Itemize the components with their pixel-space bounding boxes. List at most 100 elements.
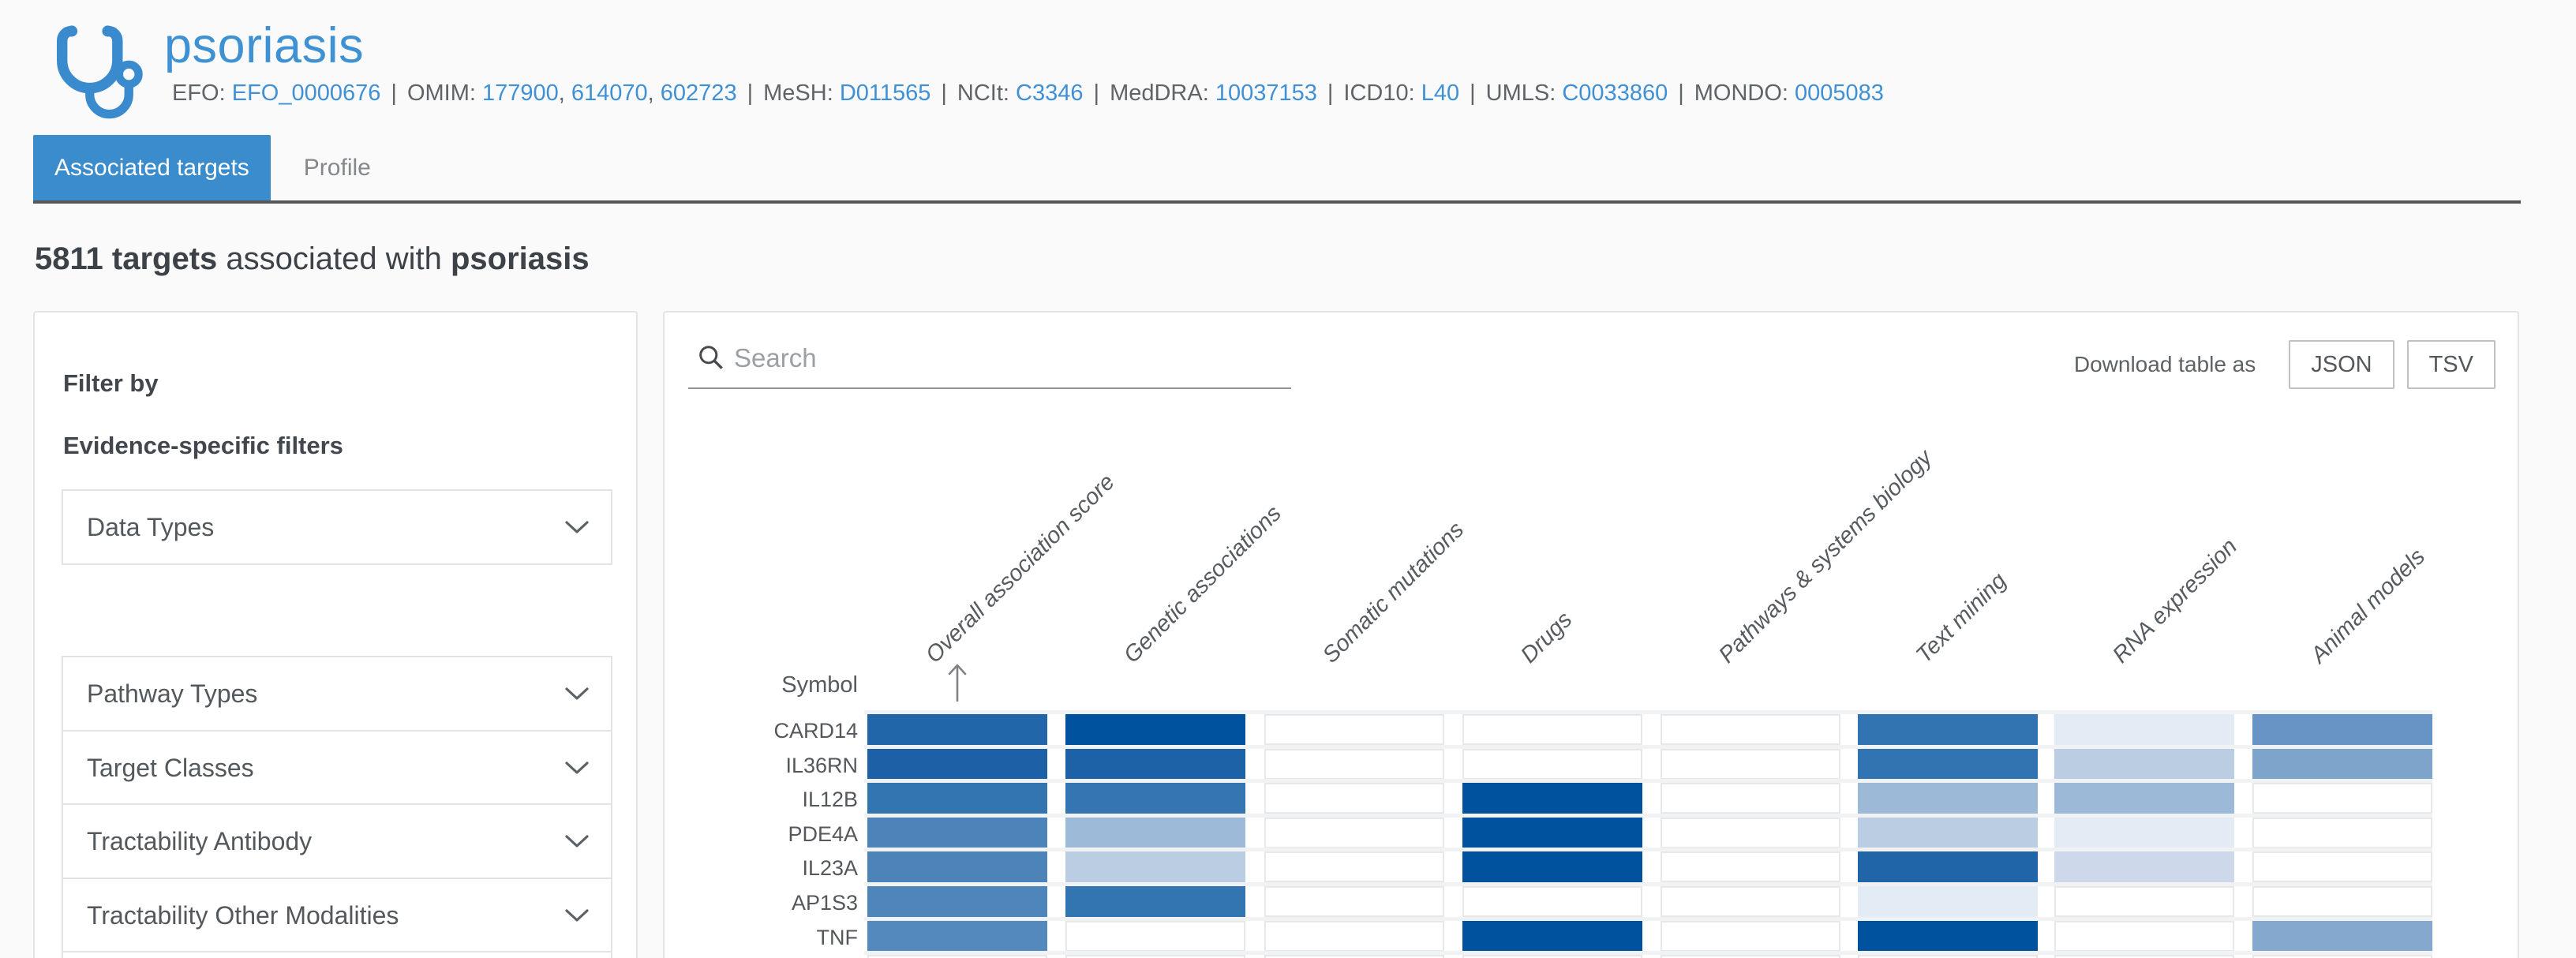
heatmap-cell-pde4a-col7[interactable] — [2054, 817, 2234, 848]
heatmap-cell-il23a-col5[interactable] — [1661, 851, 1840, 883]
heatmap-cell-pde4a-col6[interactable] — [1858, 817, 2038, 848]
reference-link-omim[interactable]: 602723 — [660, 80, 737, 106]
heatmap-cell-tnf-col7[interactable] — [2054, 920, 2234, 952]
filter-accordion-tractability-antibody[interactable]: Tractability Antibody — [62, 803, 612, 879]
gene-symbol-ap1s3[interactable]: AP1S3 — [791, 891, 858, 915]
heatmap-cell-pde4a-col3[interactable] — [1264, 817, 1444, 848]
heatmap-cell-ap1s3-col8[interactable] — [2252, 886, 2432, 917]
gene-symbol-il36rn[interactable]: IL36RN — [785, 753, 858, 777]
heatmap-cell-pde4a-col2[interactable] — [1065, 817, 1245, 848]
heatmap-cell-pde4a-col8[interactable] — [2252, 817, 2432, 848]
heatmap-cell-il12b-col3[interactable] — [1264, 783, 1444, 814]
tab-profile[interactable]: Profile — [303, 154, 371, 181]
reference-link-icd10[interactable]: L40 — [1421, 80, 1460, 106]
heatmap-cell-ap1s3-col3[interactable] — [1264, 886, 1444, 917]
filter-accordion-tractability-other-modalities[interactable]: Tractability Other Modalities — [62, 877, 612, 953]
heatmap-cell-il12b-col7[interactable] — [2054, 783, 2234, 814]
reference-link-mesh[interactable]: D011565 — [839, 80, 931, 106]
heatmap-cell-partial-row-col5[interactable] — [1661, 955, 1840, 958]
gene-symbol-il12b[interactable]: IL12B — [802, 788, 858, 812]
tab-associated-targets[interactable]: Associated targets — [33, 135, 271, 200]
heatmap-cell-card14-col4[interactable] — [1462, 714, 1642, 745]
reference-link-mondo[interactable]: 0005083 — [1795, 80, 1884, 106]
heatmap-cell-ap1s3-col7[interactable] — [2054, 886, 2234, 917]
reference-link-efo[interactable]: EFO_0000676 — [231, 80, 381, 106]
gene-symbol-il23a[interactable]: IL23A — [802, 856, 858, 881]
column-header-pathways-systems-biology[interactable]: Pathways & systems biology — [1713, 445, 1938, 668]
heatmap-cell-il36rn-col3[interactable] — [1264, 748, 1444, 780]
heatmap-cell-il23a-col2[interactable] — [1065, 851, 1245, 883]
heatmap-cell-il12b-col8[interactable] — [2252, 783, 2432, 814]
heatmap-cell-card14-col5[interactable] — [1661, 714, 1840, 745]
heatmap-cell-card14-col6[interactable] — [1858, 714, 2038, 745]
heatmap-cell-il36rn-col6[interactable] — [1858, 748, 2038, 780]
heatmap-cell-pde4a-col1[interactable] — [867, 817, 1047, 848]
heatmap-cell-tnf-col4[interactable] — [1462, 920, 1642, 952]
heatmap-cell-il12b-col5[interactable] — [1661, 783, 1840, 814]
column-header-rna-expression[interactable]: RNA expression — [2107, 533, 2242, 668]
heatmap-cell-il23a-col7[interactable] — [2054, 851, 2234, 883]
column-header-drugs[interactable]: Drugs — [1515, 607, 1578, 668]
heatmap-cell-card14-col2[interactable] — [1065, 714, 1245, 745]
heatmap-cell-pde4a-col4[interactable] — [1462, 817, 1642, 848]
gene-symbol-tnf[interactable]: TNF — [816, 925, 858, 949]
heatmap-cell-ap1s3-col6[interactable] — [1858, 886, 2038, 917]
column-header-animal-models[interactable]: Animal models — [2305, 544, 2431, 668]
heatmap-cell-pde4a-col5[interactable] — [1661, 817, 1840, 848]
heatmap-cell-partial-row-col3[interactable] — [1264, 955, 1444, 958]
heatmap-cell-partial-row-col6[interactable] — [1858, 955, 2038, 958]
heatmap-cell-card14-col8[interactable] — [2252, 714, 2432, 745]
reference-link-ncit[interactable]: C3346 — [1016, 80, 1084, 106]
heatmap-cell-partial-row-col7[interactable] — [2054, 955, 2234, 958]
download-json-button[interactable]: JSON — [2289, 340, 2394, 389]
heatmap-cell-card14-col1[interactable] — [867, 714, 1047, 745]
heatmap-cell-il12b-col2[interactable] — [1065, 783, 1245, 814]
heatmap-cell-il23a-col8[interactable] — [2252, 851, 2432, 883]
reference-link-umls[interactable]: C0033860 — [1562, 80, 1668, 106]
heatmap-cell-il36rn-col1[interactable] — [867, 748, 1047, 780]
reference-link-omim[interactable]: 177900 — [481, 80, 559, 106]
heatmap-cell-ap1s3-col5[interactable] — [1661, 886, 1840, 917]
heatmap-cell-il23a-col3[interactable] — [1264, 851, 1444, 883]
heatmap-cell-il23a-col1[interactable] — [867, 851, 1047, 883]
column-header-text-mining[interactable]: Text mining — [1911, 567, 2012, 668]
gene-symbol-pde4a[interactable]: PDE4A — [788, 821, 858, 846]
heatmap-cell-ap1s3-col4[interactable] — [1462, 886, 1642, 917]
column-header-somatic-mutations[interactable]: Somatic mutations — [1317, 517, 1470, 668]
heatmap-cell-il36rn-col5[interactable] — [1661, 748, 1840, 780]
gene-symbol-card14[interactable]: CARD14 — [773, 719, 858, 743]
download-tsv-button[interactable]: TSV — [2406, 340, 2496, 389]
reference-link-meddra[interactable]: 10037153 — [1215, 80, 1317, 106]
heatmap-cell-il36rn-col2[interactable] — [1065, 748, 1245, 780]
column-header-overall-association-score[interactable]: Overall association score — [920, 469, 1120, 668]
heatmap-cell-tnf-col3[interactable] — [1264, 920, 1444, 952]
heatmap-cell-ap1s3-col2[interactable] — [1065, 886, 1245, 917]
heatmap-cell-card14-col3[interactable] — [1264, 714, 1444, 745]
heatmap-cell-il36rn-col7[interactable] — [2054, 748, 2234, 780]
filter-accordion-target-classes[interactable]: Target Classes — [62, 729, 612, 806]
heatmap-cell-ap1s3-col1[interactable] — [867, 886, 1047, 917]
heatmap-cell-il36rn-col8[interactable] — [2252, 748, 2432, 780]
column-header-genetic-associations[interactable]: Genetic associations — [1118, 500, 1286, 668]
heatmap-cell-il12b-col6[interactable] — [1858, 783, 2038, 814]
heatmap-cell-tnf-col8[interactable] — [2252, 920, 2432, 952]
heatmap-cell-tnf-col6[interactable] — [1858, 920, 2038, 952]
reference-link-omim[interactable]: 614070 — [571, 80, 648, 106]
heatmap-cell-il36rn-col4[interactable] — [1462, 748, 1642, 780]
heatmap-cell-partial-row-col4[interactable] — [1462, 955, 1642, 958]
filter-accordion-partial[interactable] — [62, 951, 612, 958]
heatmap-cell-partial-row-col2[interactable] — [1065, 955, 1245, 958]
search-input[interactable] — [734, 341, 1271, 376]
heatmap-cell-partial-row-col8[interactable] — [2252, 955, 2432, 958]
filter-accordion-data-types[interactable]: Data Types — [62, 489, 612, 565]
heatmap-cell-il12b-col1[interactable] — [867, 783, 1047, 814]
heatmap-cell-tnf-col1[interactable] — [867, 920, 1047, 952]
heatmap-cell-card14-col7[interactable] — [2054, 714, 2234, 745]
heatmap-cell-partial-row-col1[interactable] — [867, 955, 1047, 958]
heatmap-cell-tnf-col5[interactable] — [1661, 920, 1840, 952]
filter-accordion-pathway-types[interactable]: Pathway Types — [62, 656, 612, 732]
heatmap-cell-tnf-col2[interactable] — [1065, 920, 1245, 952]
heatmap-cell-il12b-col4[interactable] — [1462, 783, 1642, 814]
heatmap-cell-il23a-col4[interactable] — [1462, 851, 1642, 883]
heatmap-cell-il23a-col6[interactable] — [1858, 851, 2038, 883]
